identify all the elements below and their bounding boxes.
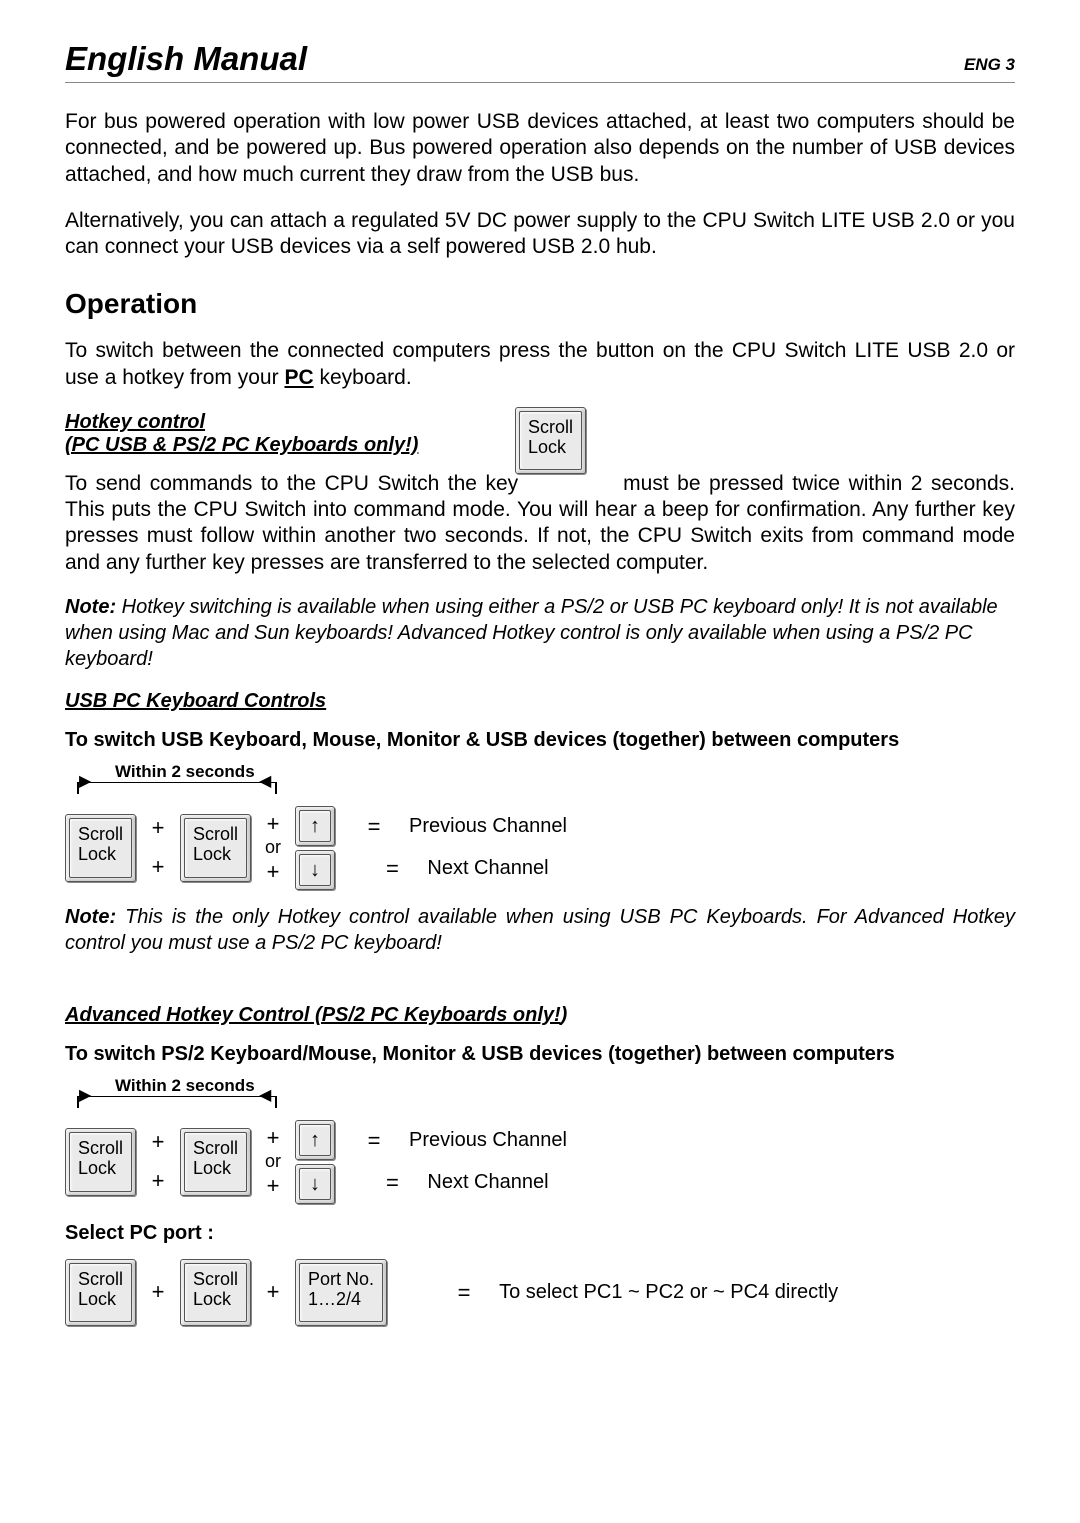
manual-page: English Manual ENG 3 For bus powered ope… [0,0,1080,1523]
advanced-heading-b: ) [561,1004,568,1026]
up-arrow-key: ↑ [295,1120,335,1160]
eq-sign: = [375,856,409,882]
operation-intro-a: To switch between the connected computer… [65,339,1015,388]
plus-op: + [258,859,288,885]
usb-note: Note: This is the only Hotkey control av… [65,904,1015,956]
within-label-2: Within 2 seconds [115,1076,255,1096]
page-number: ENG 3 [964,55,1015,75]
hotkey-body-a: To send commands to the CPU Switch the k… [65,472,527,495]
hotkey-note-body: Hotkey switching is available when using… [65,596,998,670]
next-channel-label: Next Channel [427,857,548,880]
plus-op: + [258,811,288,837]
up-arrow-key: ↑ [295,806,335,846]
hotkey-note: Note: Hotkey switching is available when… [65,594,1015,672]
intro-paragraph-2: Alternatively, you can attach a regulate… [65,208,1015,261]
down-arrow-key: ↓ [295,1164,335,1204]
previous-channel-label-2: Previous Channel [409,1129,567,1152]
page-title: English Manual [65,40,307,78]
plus-op: + [143,815,173,841]
select-pc-port-heading: Select PC port : [65,1222,1015,1245]
usb-hotkey-diagram: Scroll Lock + + Scroll Lock + or + ↑ [65,806,1015,890]
hotkey-body: To send commands to the CPU Switch the k… [65,471,1015,576]
select-port-result: To select PC1 ~ PC2 or ~ PC4 directly [499,1281,838,1304]
eq-sign: = [357,814,391,840]
operation-heading: Operation [65,288,1015,320]
usb-keyboard-controls-heading: USB PC Keyboard Controls [65,690,1015,713]
intro-paragraph-1: For bus powered operation with low power… [65,109,1015,188]
scroll-lock-key-5: Scroll Lock [65,1259,136,1327]
plus-op: + [143,854,173,880]
pc-term: PC [284,366,313,389]
usb-switch-title: To switch USB Keyboard, Mouse, Monitor &… [65,729,1015,752]
advanced-hotkey-diagram: Scroll Lock + + Scroll Lock + or + ↑ [65,1120,1015,1204]
operation-intro-b: keyboard. [314,366,412,389]
scroll-lock-key-3: Scroll Lock [65,1128,136,1196]
scroll-lock-key-6: Scroll Lock [180,1259,251,1327]
operation-intro: To switch between the connected computer… [65,338,1015,391]
or-op: or [258,837,288,859]
note-label: Note: [65,596,116,618]
scroll-lock-key-inline: Scroll Lock [515,407,586,475]
note-label: Note: [65,906,116,928]
select-port-diagram: Scroll Lock + Scroll Lock + Port No. 1…2… [65,1259,1015,1327]
key-line1: Scroll [528,417,573,437]
advanced-hotkey-heading: Advanced Hotkey Control (PS/2 PC Keyboar… [65,1004,1015,1027]
advanced-heading-a: Advanced Hotkey Control (PS/2 PC Keyboar… [65,1004,561,1026]
down-arrow-key: ↓ [295,850,335,890]
scroll-lock-key-1: Scroll Lock [65,814,136,882]
scroll-lock-key-4: Scroll Lock [180,1128,251,1196]
next-channel-label-2: Next Channel [427,1171,548,1194]
within-label-1: Within 2 seconds [115,762,255,782]
within-bracket-1: ▶ ◀ Within 2 seconds [71,762,1015,798]
key-line2: Lock [528,437,566,457]
previous-channel-label: Previous Channel [409,815,567,838]
advanced-switch-title: To switch PS/2 Keyboard/Mouse, Monitor &… [65,1043,1015,1066]
page-header: English Manual ENG 3 [65,40,1015,83]
scroll-lock-key-2: Scroll Lock [180,814,251,882]
port-number-key: Port No. 1…2/4 [295,1259,387,1327]
within-bracket-2: ▶ ◀ Within 2 seconds [71,1076,1015,1112]
usb-note-body: This is the only Hotkey control availabl… [65,906,1015,954]
